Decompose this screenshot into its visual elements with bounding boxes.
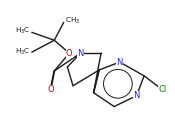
Text: N: N: [117, 58, 123, 67]
Text: H$_3$C: H$_3$C: [15, 26, 31, 36]
Text: H$_3$C: H$_3$C: [15, 47, 31, 57]
Text: N: N: [133, 91, 140, 100]
Text: CH$_3$: CH$_3$: [65, 16, 81, 26]
Text: O: O: [66, 49, 73, 58]
Text: Cl: Cl: [159, 85, 167, 94]
Text: O: O: [47, 85, 54, 94]
Text: N: N: [77, 49, 84, 58]
